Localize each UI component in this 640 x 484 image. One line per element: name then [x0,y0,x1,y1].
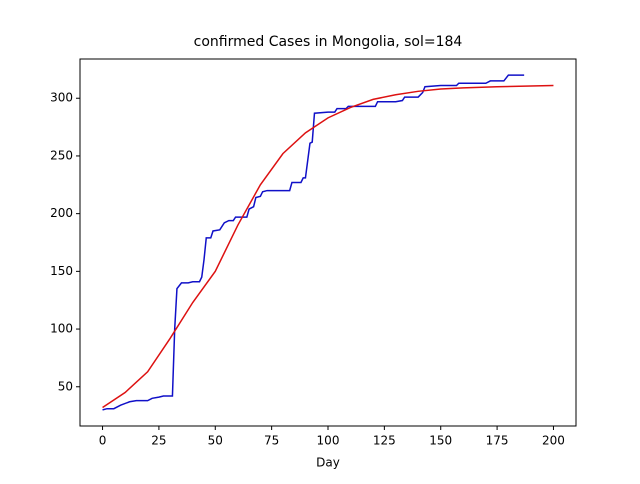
y-tick-label: 300 [50,91,73,105]
y-tick-label: 50 [58,379,73,393]
y-tick-label: 250 [50,148,73,162]
chart-title: confirmed Cases in Mongolia, sol=184 [194,34,463,50]
x-axis-label: Day [316,456,340,470]
y-tick-label: 150 [50,264,73,278]
x-tick-label: 75 [264,434,279,448]
x-tick-label: 150 [429,434,452,448]
y-tick-label: 200 [50,206,73,220]
axes-frame [79,58,577,427]
x-tick-label: 0 [99,434,107,448]
data-line [102,84,554,409]
x-tick-label: 100 [317,434,340,448]
x-tick-label: 125 [373,434,396,448]
x-tick-label: 50 [208,434,223,448]
x-tick-label: 25 [151,434,166,448]
x-tick-label: 200 [542,434,565,448]
x-tick-label: 175 [486,434,509,448]
data-line [102,74,525,411]
y-tick-label: 100 [50,322,73,336]
